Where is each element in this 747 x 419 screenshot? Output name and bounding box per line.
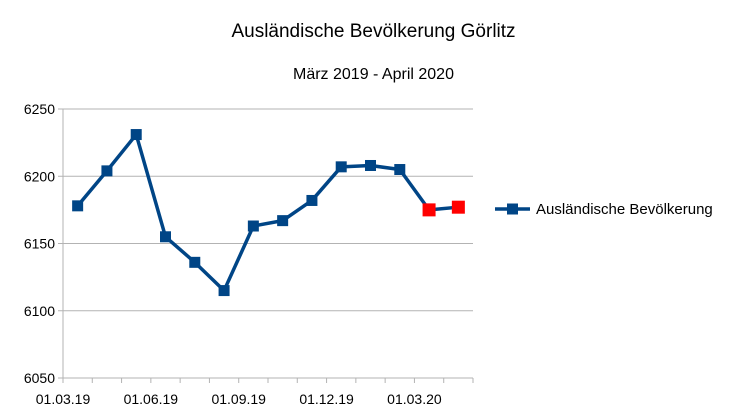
data-point-highlighted bbox=[422, 203, 436, 217]
data-point bbox=[189, 256, 201, 268]
data-point bbox=[306, 194, 318, 206]
y-tick-label: 6150 bbox=[24, 236, 55, 252]
legend-marker bbox=[507, 203, 518, 215]
data-point bbox=[72, 200, 84, 212]
data-point bbox=[218, 285, 230, 297]
y-tick-label: 6100 bbox=[24, 303, 55, 319]
data-point bbox=[247, 220, 259, 232]
data-series bbox=[72, 129, 465, 297]
data-point bbox=[365, 159, 376, 171]
x-tick-label: 01.06.19 bbox=[124, 391, 179, 407]
data-point bbox=[130, 129, 142, 141]
x-tick-label: 01.03.20 bbox=[387, 391, 442, 407]
data-point bbox=[335, 161, 347, 173]
x-tick-label: 01.09.19 bbox=[211, 391, 266, 407]
chart-subtitle: März 2019 - April 2020 bbox=[293, 66, 454, 83]
y-tick-label: 6050 bbox=[24, 370, 55, 386]
x-tick-labels: 01.03.19 01.06.19 01.09.19 01.12.19 01.03.20 bbox=[36, 391, 442, 407]
data-point bbox=[394, 164, 406, 176]
x-tick-label: 01.03.19 bbox=[36, 391, 91, 407]
y-tick-labels: 6250 6200 6150 6100 6050 bbox=[24, 101, 55, 386]
chart-title: Ausländische Bevölkerung Görlitz bbox=[231, 21, 516, 42]
data-point bbox=[160, 231, 171, 243]
axes bbox=[58, 108, 474, 383]
legend-label: Ausländische Bevölkerung bbox=[536, 201, 713, 218]
x-tick-label: 01.12.19 bbox=[299, 391, 354, 407]
data-point bbox=[101, 165, 113, 177]
y-tick-label: 6250 bbox=[24, 101, 55, 117]
y-tick-label: 6200 bbox=[24, 168, 55, 184]
series-line bbox=[76, 132, 459, 293]
legend: Ausländische Bevölkerung bbox=[495, 201, 713, 218]
data-point-highlighted bbox=[451, 200, 465, 214]
data-point bbox=[277, 215, 289, 227]
